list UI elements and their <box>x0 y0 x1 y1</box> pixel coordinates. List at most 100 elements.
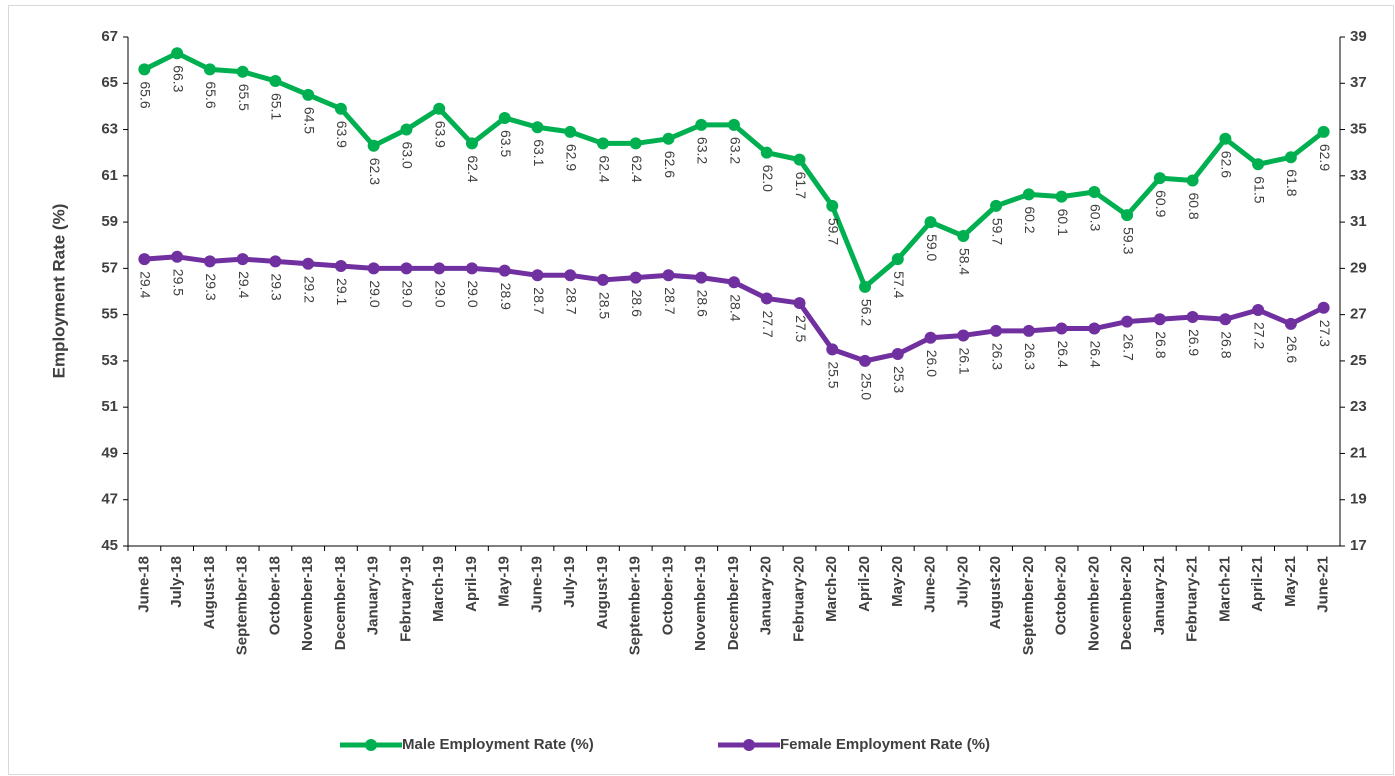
x-tick-label: April-20 <box>856 556 873 612</box>
data-label: 29.4 <box>236 271 252 298</box>
data-label: 64.5 <box>301 107 317 134</box>
x-tick-label: January-19 <box>365 556 382 635</box>
point <box>1219 313 1232 326</box>
data-label: 61.8 <box>1284 169 1300 196</box>
point <box>269 74 282 87</box>
point <box>728 118 740 131</box>
point <box>498 111 511 124</box>
point <box>1055 190 1068 203</box>
x-tick-label: December-20 <box>1118 556 1135 650</box>
data-label: 26.0 <box>924 350 940 377</box>
point <box>891 347 904 360</box>
point <box>1121 315 1134 328</box>
legend-marker <box>365 739 377 751</box>
y-tick-label: 45 <box>101 537 118 554</box>
point <box>1252 304 1265 317</box>
data-label: 26.8 <box>1219 331 1235 358</box>
point <box>1219 132 1232 145</box>
point <box>1284 151 1297 164</box>
data-label: 62.3 <box>367 158 383 185</box>
point <box>695 118 708 131</box>
legend-marker <box>743 739 755 751</box>
y-tick-label: 59 <box>101 213 118 230</box>
y2-tick-label: 27 <box>1350 306 1367 323</box>
x-tick-label: July-18 <box>168 556 185 608</box>
data-label: 65.6 <box>138 81 154 108</box>
point <box>171 250 184 263</box>
point <box>433 262 446 275</box>
x-tick-label: June-19 <box>528 556 545 613</box>
data-label: 59.3 <box>1120 227 1136 254</box>
data-label: 26.7 <box>1120 334 1136 361</box>
data-label: 63.2 <box>695 137 711 164</box>
data-label: 29.1 <box>334 278 350 305</box>
point <box>695 271 708 284</box>
data-label: 26.9 <box>1186 329 1202 356</box>
point <box>203 255 216 268</box>
point <box>498 264 511 277</box>
x-tick-label: January-21 <box>1151 556 1168 635</box>
data-label: 66.3 <box>170 65 186 92</box>
y2-tick-label: 25 <box>1350 352 1367 369</box>
point <box>990 199 1003 212</box>
point <box>793 153 806 166</box>
point <box>957 329 970 342</box>
legend-label: Male Employment Rate (%) <box>402 736 594 753</box>
point <box>531 269 544 282</box>
data-label: 60.8 <box>1186 192 1202 219</box>
point <box>269 255 282 268</box>
data-label: 29.3 <box>203 273 219 300</box>
data-label: 26.8 <box>1153 331 1169 358</box>
data-label: 27.3 <box>1317 320 1333 347</box>
point <box>924 331 937 344</box>
data-label: 29.5 <box>170 269 186 296</box>
data-label: 28.6 <box>695 290 711 317</box>
point <box>662 132 675 145</box>
x-tick-label: September-20 <box>1020 556 1037 655</box>
data-label: 26.3 <box>1022 343 1038 370</box>
data-label: 28.7 <box>531 287 547 314</box>
data-label: 28.5 <box>596 292 612 319</box>
x-tick-label: April-19 <box>463 556 480 612</box>
y-tick-label: 61 <box>101 167 118 184</box>
data-label: 29.4 <box>138 271 154 298</box>
y2-tick-label: 39 <box>1350 28 1367 45</box>
data-label: 63.5 <box>498 130 514 157</box>
x-tick-label: July-19 <box>561 556 578 608</box>
y-tick-label: 55 <box>101 306 118 323</box>
x-tick-label: August-18 <box>201 556 218 629</box>
x-tick-label: March-20 <box>823 556 840 622</box>
data-label: 62.4 <box>596 155 612 182</box>
y-axis-label: Employment Rate (%) <box>49 204 68 379</box>
point <box>990 324 1003 337</box>
point <box>826 199 839 212</box>
data-label: 62.0 <box>760 165 776 192</box>
point <box>629 137 642 150</box>
x-tick-label: November-20 <box>1085 556 1102 651</box>
data-label: 58.4 <box>957 248 973 275</box>
data-label: 63.1 <box>531 139 547 166</box>
point <box>367 262 380 275</box>
x-tick-label: November-19 <box>692 556 709 651</box>
point <box>1022 324 1035 337</box>
x-tick-label: May-21 <box>1282 556 1299 607</box>
y-tick-label: 53 <box>101 352 118 369</box>
point <box>400 123 413 136</box>
y2-tick-label: 17 <box>1350 537 1367 554</box>
x-tick-label: February-19 <box>397 556 414 642</box>
data-label: 65.6 <box>203 81 219 108</box>
point <box>728 276 740 289</box>
point <box>826 343 839 356</box>
point <box>400 262 413 275</box>
y-tick-label: 57 <box>101 259 118 276</box>
point <box>236 65 249 78</box>
x-tick-label: October-20 <box>1053 556 1070 635</box>
x-tick-label: June-21 <box>1315 556 1332 613</box>
series-line <box>143 50 1326 290</box>
data-label: 62.4 <box>629 155 645 182</box>
y2-tick-label: 33 <box>1350 167 1367 184</box>
data-label: 57.4 <box>891 271 907 298</box>
data-label: 61.7 <box>793 172 809 199</box>
point <box>1186 174 1199 187</box>
x-tick-label: August-19 <box>594 556 611 629</box>
